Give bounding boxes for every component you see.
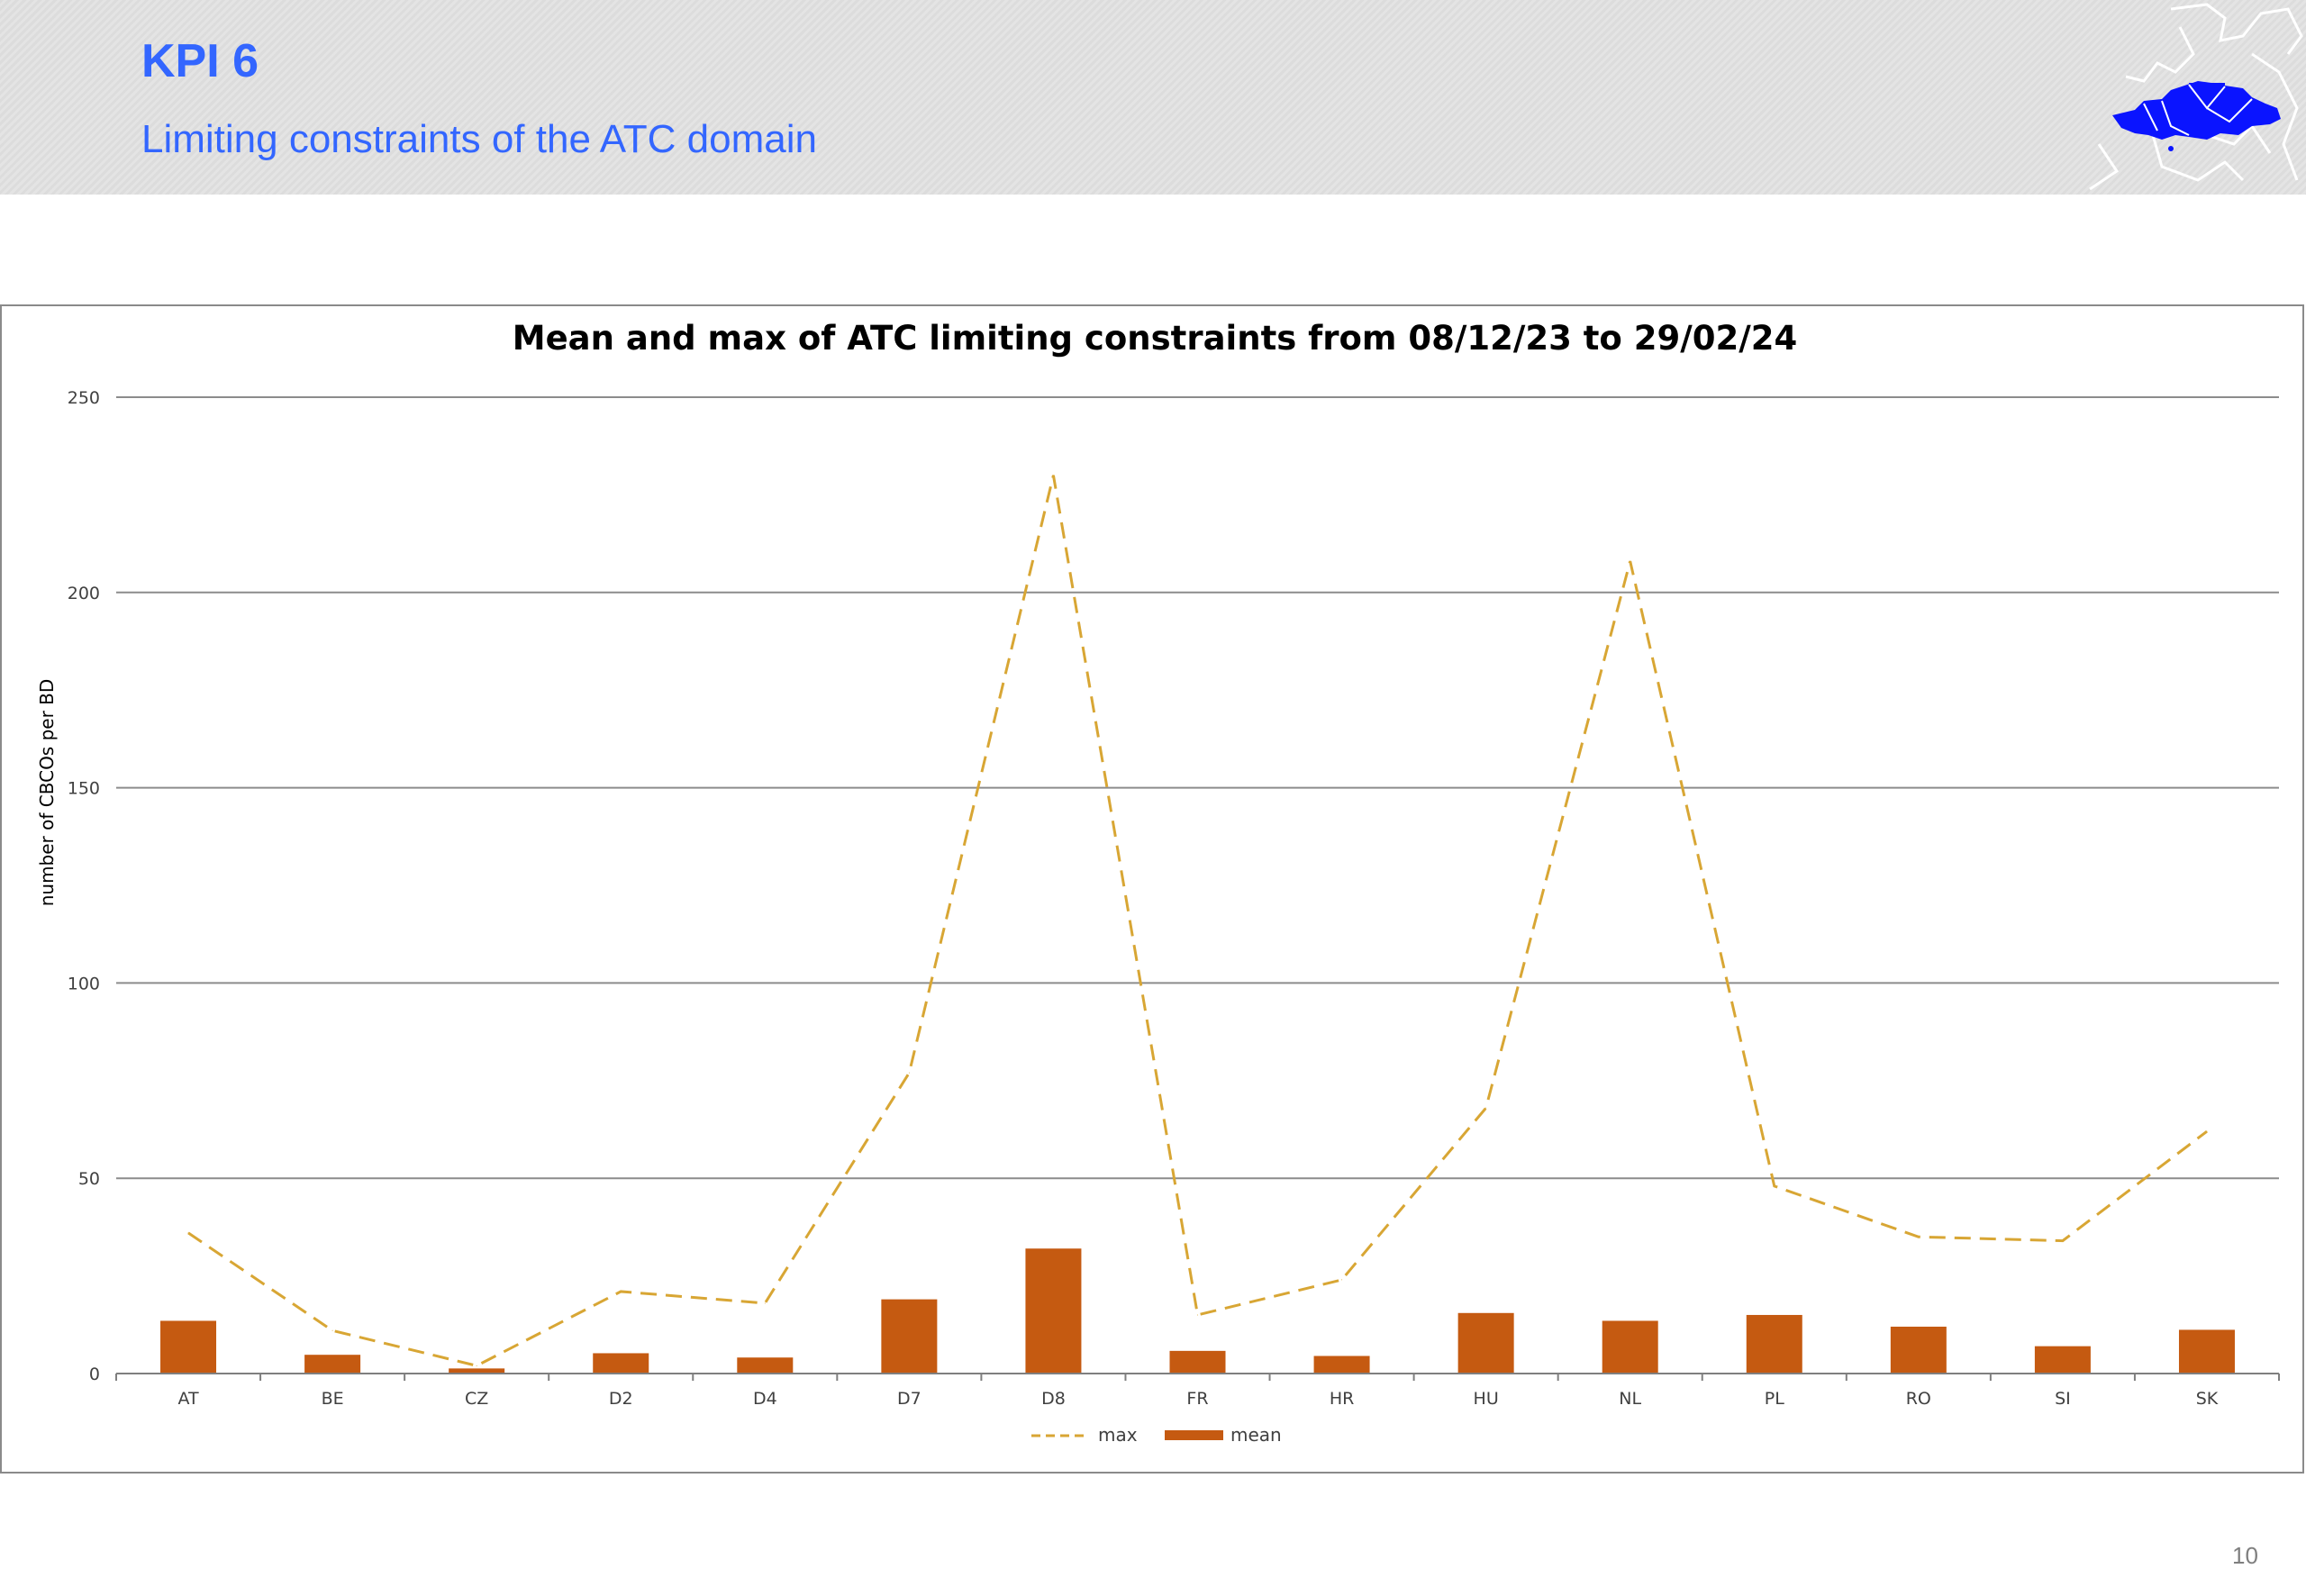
point-max-d2 (620, 1291, 622, 1292)
page-number: 10 (2232, 1542, 2258, 1569)
point-max-at (187, 1232, 189, 1234)
x-tick-label: NL (1619, 1389, 1641, 1409)
x-tick-label: HU (1474, 1389, 1499, 1409)
bar-mean-d8 (1025, 1248, 1082, 1374)
y-tick-label: 100 (68, 974, 100, 993)
x-tick-label: D2 (609, 1389, 633, 1409)
x-tick-label: D8 (1041, 1389, 1066, 1409)
point-max-hu (1485, 1107, 1487, 1109)
bar-mean-at (160, 1320, 217, 1374)
point-max-d8 (1052, 475, 1054, 476)
bar-mean-pl (1746, 1314, 1802, 1374)
y-axis-label: number of CBCOs per BD (36, 679, 58, 907)
bar-mean-d7 (881, 1299, 938, 1374)
slide-subtitle: Limiting constraints of the ATC domain (141, 117, 817, 161)
x-tick-label: D4 (753, 1389, 777, 1409)
bar-mean-sk (2178, 1329, 2235, 1374)
chart-plot: Mean and max of ATC limiting constraints… (36, 319, 2280, 1446)
x-tick-label: BE (322, 1389, 344, 1409)
slide-title: KPI 6 (141, 35, 259, 87)
y-tick-label: 250 (68, 388, 100, 408)
point-max-hr (1341, 1279, 1343, 1281)
bar-mean-si (2034, 1346, 2091, 1374)
x-tick-label: PL (1765, 1389, 1784, 1409)
x-tick-label: CZ (465, 1389, 488, 1409)
bar-mean-cz (449, 1368, 505, 1374)
bar-mean-nl (1602, 1320, 1658, 1374)
x-tick-label: D7 (897, 1389, 921, 1409)
bar-mean-fr (1169, 1350, 1226, 1374)
legend-label-max: max (1098, 1424, 1138, 1446)
point-max-ro (1918, 1236, 1920, 1238)
bar-mean-hr (1313, 1356, 1370, 1374)
y-tick-label: 150 (68, 779, 100, 799)
series-line-max (187, 475, 2208, 1367)
x-tick-label: SI (2055, 1389, 2071, 1409)
point-max-d4 (764, 1302, 766, 1304)
point-max-be (331, 1329, 333, 1331)
bar-mean-d4 (737, 1357, 794, 1374)
point-max-fr (1197, 1314, 1198, 1316)
slide-header: KPI 6 Limiting constraints of the ATC do… (0, 0, 2306, 195)
bar-mean-hu (1457, 1312, 1514, 1374)
x-tick-label: RO (1906, 1389, 1931, 1409)
point-max-d7 (908, 1072, 910, 1074)
y-tick-label: 50 (78, 1169, 100, 1189)
point-max-si (2062, 1240, 2064, 1242)
bar-mean-d2 (593, 1353, 649, 1374)
legend-label-mean: mean (1230, 1424, 1282, 1446)
y-tick-label: 200 (68, 584, 100, 603)
x-tick-label: AT (177, 1389, 199, 1409)
legend-swatch-mean (1165, 1430, 1223, 1440)
x-tick-label: HR (1330, 1389, 1355, 1409)
bar-mean-be (304, 1355, 361, 1374)
bar-mean-ro (1890, 1326, 1947, 1374)
chart-title: Mean and max of ATC limiting constraints… (513, 319, 1797, 358)
point-max-sk (2206, 1130, 2208, 1132)
x-tick-label: FR (1186, 1389, 1208, 1409)
y-tick-label: 0 (89, 1365, 100, 1384)
x-tick-label: SK (2196, 1389, 2219, 1409)
europe-map-logo-icon (2089, 3, 2303, 191)
point-max-pl (1774, 1185, 1775, 1187)
chart-frame: Mean and max of ATC limiting constraints… (0, 304, 2304, 1474)
